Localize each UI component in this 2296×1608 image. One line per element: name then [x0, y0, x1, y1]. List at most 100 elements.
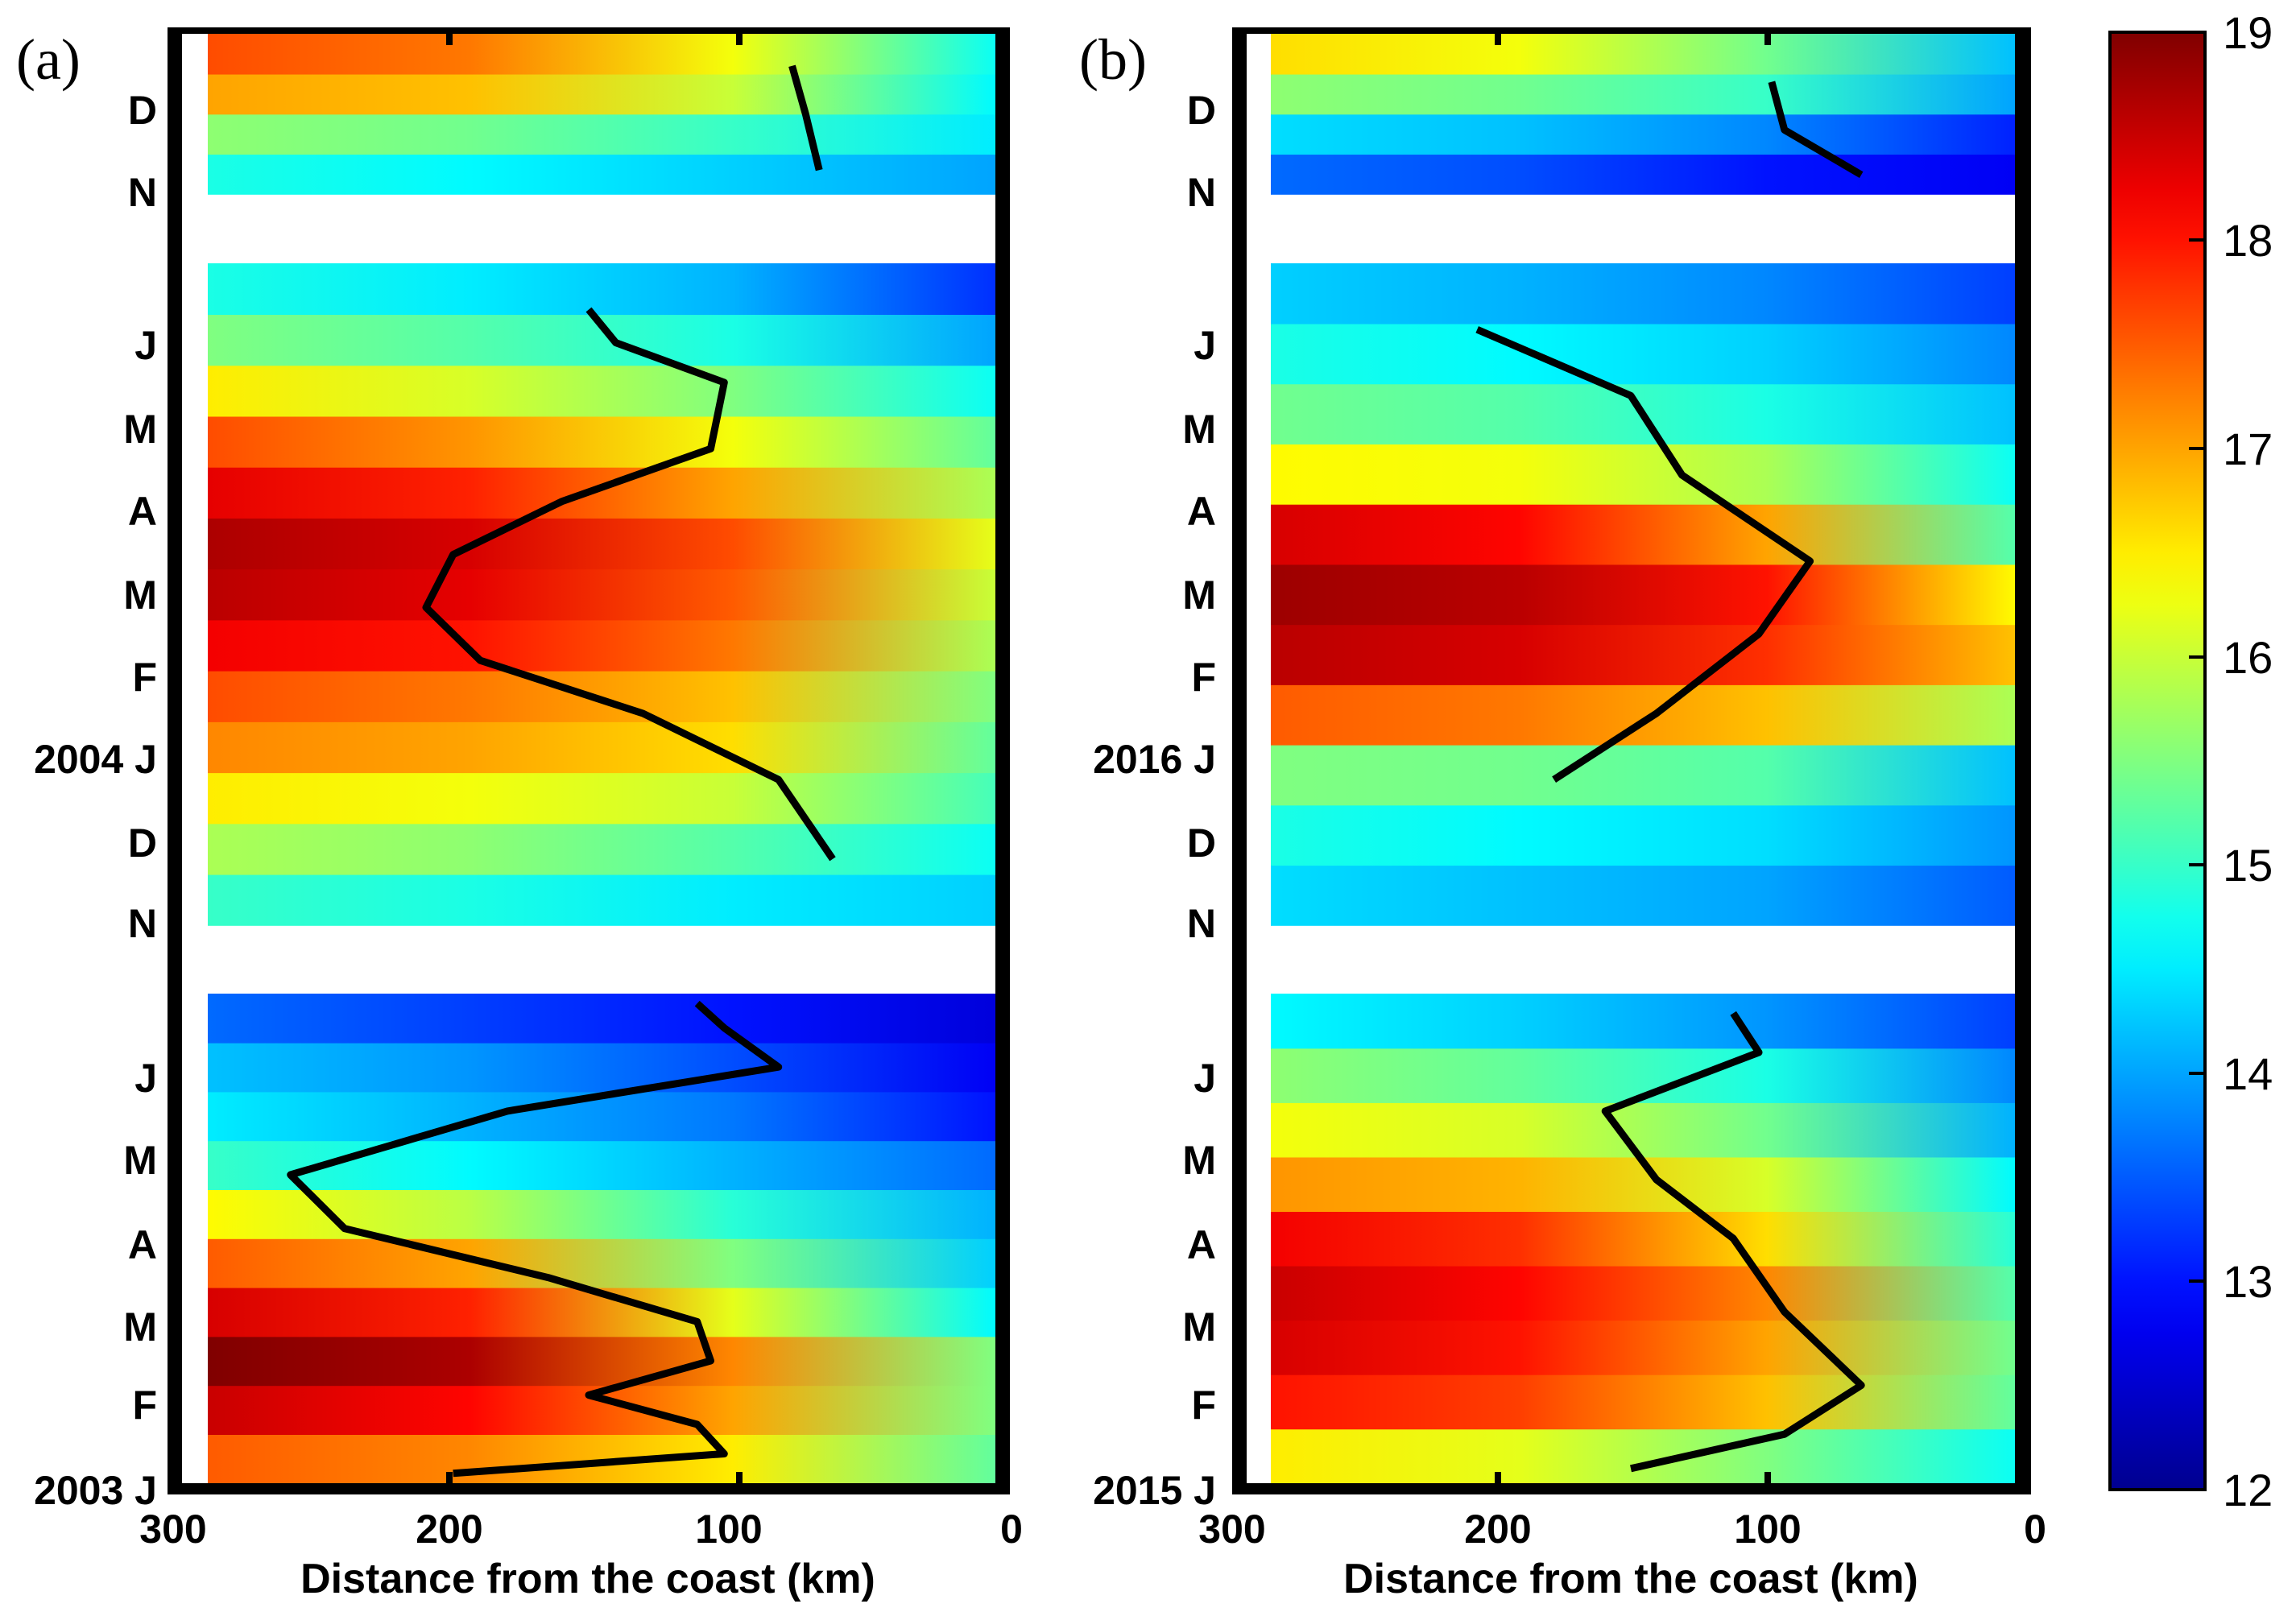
- panel-b-y-label: M: [1182, 1138, 1216, 1183]
- heatmap-row: [208, 1238, 995, 1288]
- panel-a-front-lines: [287, 64, 836, 1478]
- colorbar-tick-label: 18: [2223, 215, 2273, 266]
- heatmap-row: [1271, 994, 2015, 1049]
- panel-b-y-label: J: [1194, 323, 1216, 368]
- panel-a-y-label: 2004 J: [34, 737, 157, 782]
- panel-b-bottom-edge: [1232, 1483, 2031, 1494]
- panel-b-y-label: A: [1187, 489, 1216, 534]
- heatmap-row: [208, 874, 995, 926]
- heatmap-row: [208, 365, 995, 417]
- panel-b-top-edge: [1232, 27, 2031, 34]
- heatmap-row: [208, 1336, 995, 1387]
- heatmap-row: [1271, 564, 2015, 626]
- heatmap-row: [208, 721, 995, 774]
- heatmap-row: [208, 518, 995, 570]
- heatmap-row: [208, 823, 995, 875]
- panel-a-y-label: 2003 J: [34, 1468, 157, 1513]
- colorbar-tick-label: 14: [2223, 1048, 2273, 1099]
- panel-b-x-tick-label: 300: [1198, 1507, 1265, 1552]
- heatmap-row: [1271, 1102, 2015, 1158]
- heatmap-row: [1271, 323, 2015, 385]
- panel-a-y-label: M: [123, 1304, 157, 1350]
- panel-b-y-label: F: [1191, 1383, 1216, 1428]
- panel-a: (a) 2003 J F M A M J N D 2004 J F M A M …: [16, 27, 1023, 1602]
- heatmap-row: [1271, 744, 2015, 806]
- panel-a-y-label: N: [128, 901, 157, 946]
- panel-b: (b) 2015 J F M A M J N D 2016 J F M A M …: [1079, 27, 2046, 1602]
- heatmap-row: [1271, 1211, 2015, 1267]
- panel-b-x-tick-label: 200: [1464, 1507, 1531, 1552]
- heatmap-row: [208, 1189, 995, 1239]
- heatmap-row: [1271, 263, 2015, 324]
- panel-b-left-edge: [1232, 27, 1247, 1494]
- panel-b-right-edge: [2015, 27, 2031, 1494]
- heatmap-row: [208, 994, 995, 1044]
- panel-a-y-label: D: [128, 821, 157, 866]
- colorbar-gradient: [2108, 31, 2207, 1491]
- colorbar: 19 18 17 16 15 14 13 12: [2108, 7, 2273, 1515]
- panel-b-y-label: M: [1182, 1304, 1216, 1350]
- panel-a-label: (a): [16, 27, 81, 92]
- colorbar-ticks: [2189, 31, 2205, 1491]
- heatmap-row: [1271, 865, 2015, 926]
- panel-b-y-label: D: [1187, 821, 1216, 866]
- heatmap-row: [1271, 444, 2015, 505]
- panel-b-y-label: N: [1187, 901, 1216, 946]
- front-line: [1475, 326, 1814, 783]
- panel-b-y-label: D: [1187, 88, 1216, 133]
- panel-a-bottom-edge: [168, 1483, 1010, 1494]
- panel-a-x-tick-label: 200: [416, 1507, 482, 1552]
- panel-b-y-label: 2016 J: [1093, 737, 1216, 782]
- heatmap-row: [208, 263, 995, 316]
- heatmap-row: [208, 772, 995, 825]
- heatmap-row: [1271, 1265, 2015, 1321]
- panel-b-x-axis-title: Distance from the coast (km): [1343, 1556, 1918, 1602]
- panel-a-y-label: M: [123, 1138, 157, 1183]
- panel-a-y-label: M: [123, 407, 157, 452]
- panel-b-x-tick-label: 0: [2024, 1507, 2046, 1552]
- panel-b-y-label: N: [1187, 170, 1216, 215]
- panel-b-y-label: F: [1191, 655, 1216, 700]
- heatmap-row: [1271, 1374, 2015, 1430]
- panel-b-y-label: J: [1194, 1056, 1216, 1101]
- front-line: [1768, 81, 1864, 178]
- panel-b-label: (b): [1079, 27, 1147, 92]
- panel-b-y-label: 2015 J: [1093, 1468, 1216, 1513]
- front-line: [422, 307, 836, 862]
- heatmap-row: [1271, 624, 2015, 685]
- panel-a-y-label: F: [132, 655, 157, 700]
- panel-a-right-edge: [995, 27, 1010, 1494]
- heatmap-row: [1271, 1428, 2015, 1484]
- heatmap-row: [208, 568, 995, 621]
- colorbar-tick-label: 19: [2223, 7, 2273, 58]
- heatmap-row: [1271, 114, 2015, 155]
- heatmap-row: [208, 1091, 995, 1142]
- heatmap-row: [1271, 1320, 2015, 1375]
- panel-a-y-label: F: [132, 1383, 157, 1428]
- colorbar-tick-label: 16: [2223, 632, 2273, 683]
- panel-a-y-label: A: [128, 1222, 157, 1267]
- panel-a-y-label: J: [134, 323, 157, 368]
- panel-a-x-axis-title: Distance from the coast (km): [300, 1556, 875, 1602]
- panel-a-top-edge: [168, 27, 1010, 34]
- panel-b-front-lines: [1475, 81, 1865, 1473]
- colorbar-tick-label: 12: [2223, 1465, 2273, 1515]
- heatmap-row: [208, 466, 995, 519]
- heatmap-row: [208, 114, 995, 155]
- panel-a-y-label: N: [128, 170, 157, 215]
- colorbar-tick-label: 17: [2223, 424, 2273, 474]
- panel-a-plot-area: [208, 34, 995, 1484]
- panel-a-x-tick-label: 100: [695, 1507, 762, 1552]
- heatmap-row: [208, 73, 995, 115]
- heatmap-row: [208, 619, 995, 672]
- heatmap-row: [1271, 684, 2015, 746]
- heatmap-row: [1271, 804, 2015, 866]
- heatmap-row: [208, 154, 995, 195]
- panel-a-x-tick-label: 300: [139, 1507, 206, 1552]
- panel-a-y-label: D: [128, 88, 157, 133]
- heatmap-row: [1271, 73, 2015, 115]
- front-line: [788, 64, 823, 172]
- heatmap-row: [208, 34, 995, 75]
- colorbar-tick-label: 15: [2223, 840, 2273, 891]
